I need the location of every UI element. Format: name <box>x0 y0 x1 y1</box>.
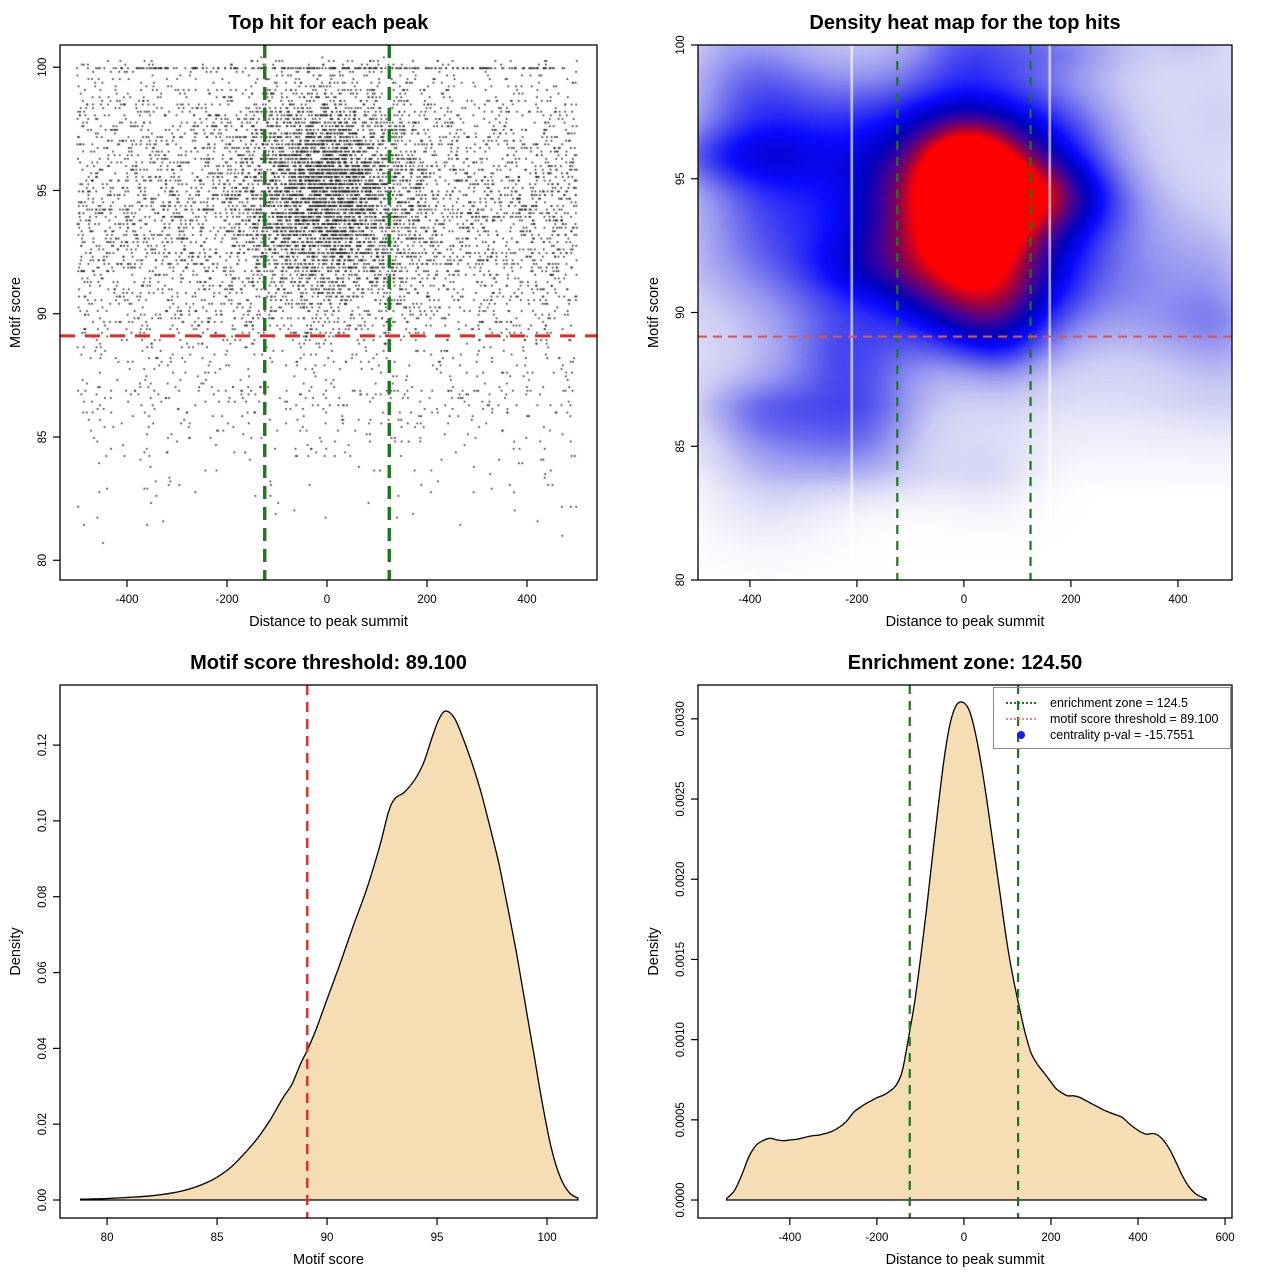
x-tick-label: 600 <box>1215 1232 1234 1244</box>
x-tick-label: 85 <box>211 1232 224 1244</box>
y-tick-label: 0.0000 <box>675 1182 687 1217</box>
axes: 80 85 90 95 100 0.00 0.02 0.04 0.06 0.08 0.10 0.12 M… <box>8 684 598 1268</box>
y-tick-label: 0.08 <box>37 886 49 908</box>
x-tick-label: -400 <box>738 594 761 606</box>
x-tick-label: 100 <box>537 1232 556 1244</box>
y-tick-label: 100 <box>37 58 49 77</box>
heatmap-canvas <box>698 45 1232 580</box>
heatmap-axes: -400 -200 0 200 400 80 85 90 95 100 Distance to pe… <box>646 35 1233 630</box>
y-tick-label: 0.0025 <box>675 781 687 816</box>
axes: -400 -200 0 200 400 600 0.0000 0.0005 0.0010 0.00… <box>646 684 1235 1268</box>
x-tick-label: 0 <box>961 594 967 606</box>
x-tick-label: 400 <box>1128 1232 1147 1244</box>
y-tick-label: 0.0020 <box>675 862 687 897</box>
y-axis-label: Motif score <box>646 277 662 348</box>
panel-title: Motif score threshold: 89.100 <box>190 652 467 674</box>
scatter-canvas <box>60 45 597 580</box>
y-tick-label: 0.0010 <box>675 1022 687 1057</box>
panel-distance-density: Enrichment zone: 124.50 -400 -200 0 200 400 6… <box>640 640 1280 1280</box>
panel-title: Density heat map for the top hits <box>809 12 1121 34</box>
y-tick-label: 0.0015 <box>675 942 687 977</box>
y-tick-label: 90 <box>675 306 687 319</box>
y-tick-label: 0.04 <box>37 1037 49 1060</box>
x-tick-label: 400 <box>1168 594 1187 606</box>
y-tick-label: 85 <box>675 440 687 453</box>
y-axis-label: Motif score <box>8 277 24 348</box>
x-axis-label: Distance to peak summit <box>886 1252 1045 1268</box>
panel-score-density: Motif score threshold: 89.100 80 85 90 95 10… <box>0 640 640 1280</box>
x-axis-label: Distance to peak summit <box>886 614 1045 630</box>
axes: -400 -200 0 200 400 80 85 90 95 100 Distance to pe… <box>646 35 1233 630</box>
y-tick-label: 100 <box>675 35 687 54</box>
axes: -400 -200 0 200 400 80 85 90 95 100 Distance to pe… <box>8 44 598 630</box>
y-tick-label: 0.12 <box>37 734 49 756</box>
plot-border <box>697 684 1233 1219</box>
legend-item-enrichment-zone: enrichment zone = 124.5 <box>994 695 1230 711</box>
x-axis-label: Distance to peak summit <box>249 614 408 630</box>
legend-label: enrichment zone = 124.5 <box>1050 696 1188 710</box>
x-tick-label: 400 <box>517 594 536 606</box>
y-tick-label: 85 <box>37 431 49 444</box>
y-tick-label: 0.02 <box>37 1113 49 1135</box>
x-tick-label: 200 <box>417 594 436 606</box>
y-tick-label: 0.06 <box>37 961 49 983</box>
panel-scatter: Top hit for each peak -400 -200 0 200 400 80 8… <box>0 0 640 640</box>
x-axis-label: Motif score <box>293 1252 364 1268</box>
score-density-plot: 80 85 90 95 100 0.00 0.02 0.04 0.06 0.08 0.10 0.12 M… <box>8 684 598 1268</box>
x-tick-label: 0 <box>961 1232 967 1244</box>
plot-border <box>697 44 1233 581</box>
legend-item-centrality-pval: centrality p-val = -15.7551 <box>994 727 1230 743</box>
plot-border <box>59 44 598 581</box>
plot-legend: enrichment zone = 124.5 motif score thre… <box>993 687 1231 749</box>
legend-item-motif-threshold: motif score threshold = 89.100 <box>994 711 1230 727</box>
x-tick-label: 95 <box>431 1232 444 1244</box>
y-axis-label: Density <box>646 927 662 976</box>
y-tick-label: 0.00 <box>37 1189 49 1211</box>
y-tick-label: 95 <box>37 184 49 197</box>
legend-label: centrality p-val = -15.7551 <box>1050 728 1195 742</box>
x-tick-label: 90 <box>321 1232 334 1244</box>
x-tick-label: -200 <box>845 594 868 606</box>
y-tick-label: 0.10 <box>37 810 49 832</box>
dotted-line-sample-icon <box>1006 718 1036 720</box>
density-curve <box>80 710 579 1201</box>
panel-heatmap: Density heat map for the top hits -400 -2… <box>640 0 1280 640</box>
x-tick-label: 200 <box>1061 594 1080 606</box>
y-tick-label: 80 <box>675 574 687 587</box>
x-tick-label: 200 <box>1041 1232 1060 1244</box>
legend-label: motif score threshold = 89.100 <box>1050 712 1219 726</box>
panel-title: Enrichment zone: 124.50 <box>847 652 1083 674</box>
distance-density-plot: -400 -200 0 200 400 600 0.0000 0.0005 0.0010 0.00… <box>646 684 1235 1268</box>
x-tick-label: -400 <box>778 1232 801 1244</box>
density-curve <box>726 701 1207 1201</box>
y-tick-label: 0.0005 <box>675 1102 687 1137</box>
x-tick-label: -200 <box>215 594 238 606</box>
x-tick-label: -400 <box>115 594 138 606</box>
dot-sample-icon <box>1017 731 1025 739</box>
y-tick-label: 80 <box>37 554 49 567</box>
panel-title: Top hit for each peak <box>228 12 429 34</box>
y-tick-label: 95 <box>675 172 687 185</box>
scatter-axes: -400 -200 0 200 400 80 85 90 95 100 Distance to pe… <box>8 44 598 630</box>
y-axis-label: Density <box>8 927 24 976</box>
dotted-line-sample-icon <box>1006 702 1036 704</box>
y-tick-label: 0.0030 <box>675 701 687 736</box>
x-tick-label: -200 <box>865 1232 888 1244</box>
x-tick-label: 0 <box>324 594 330 606</box>
y-tick-label: 90 <box>37 307 49 320</box>
plot-border <box>59 684 598 1219</box>
x-tick-label: 80 <box>101 1232 114 1244</box>
